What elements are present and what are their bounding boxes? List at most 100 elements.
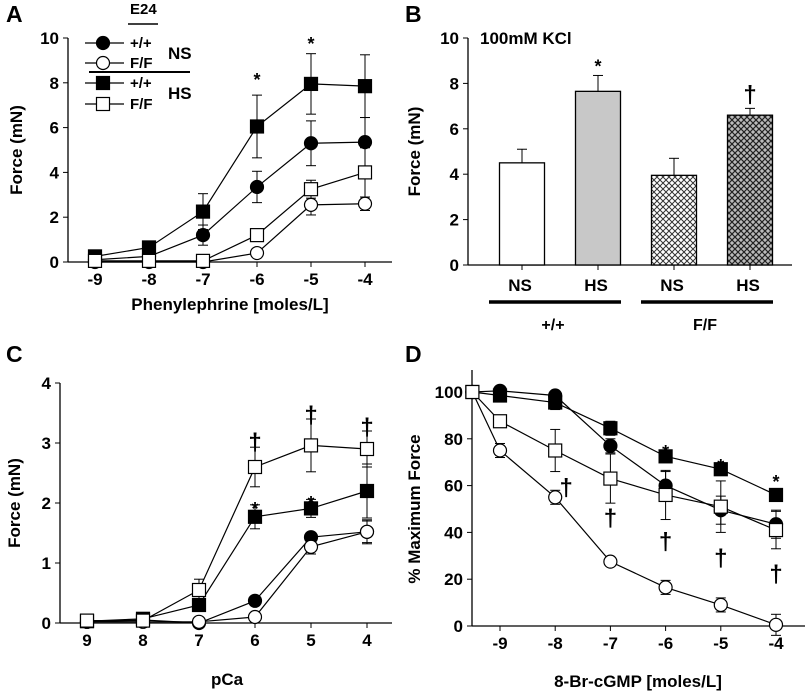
y-tick-label: 60: [444, 477, 463, 496]
asterisk-annotation: *: [717, 456, 724, 476]
bar: [726, 114, 774, 266]
x-tick-label: -6: [249, 270, 264, 289]
open-square-marker: [548, 443, 563, 458]
open-circle-marker: [249, 245, 265, 261]
x-tick-label: 8: [138, 631, 147, 650]
filled-square-marker: [357, 79, 373, 94]
filled-circle-marker: [249, 179, 265, 195]
open-circle-marker: [359, 524, 375, 539]
category-label: HS: [584, 276, 608, 295]
series-line: [86, 490, 368, 622]
x-tick-label: -9: [87, 270, 102, 289]
x-tick-label: -7: [195, 270, 210, 289]
asterisk-annotation: *: [307, 493, 314, 513]
x-tick-label: -8: [548, 634, 563, 653]
chart-title: 100mM KCl: [480, 29, 572, 48]
open-square-marker: [658, 487, 673, 503]
dagger-annotation: †: [714, 545, 727, 572]
filled-square-marker: [713, 462, 728, 477]
open-circle-marker: [492, 443, 508, 458]
x-tick-label: 4: [362, 631, 372, 650]
series-line: [471, 391, 777, 531]
dagger-annotation: †: [659, 528, 672, 555]
x-axis-label: pCa: [211, 670, 244, 689]
dagger-annotation: †: [560, 475, 573, 502]
series-f-f-hs: [79, 418, 375, 628]
open-circle-marker: [191, 614, 207, 629]
x-tick-label: -4: [768, 634, 784, 653]
bar: [498, 162, 546, 266]
x-tick-label: -4: [357, 270, 373, 289]
asterisk-annotation: *: [772, 472, 779, 492]
bar: [574, 90, 622, 266]
y-tick-label: 0: [42, 614, 51, 633]
open-square-marker: [141, 253, 157, 268]
x-tick-label: -8: [141, 270, 156, 289]
filled-square-marker: [247, 509, 263, 524]
y-tick-label: 4: [42, 374, 52, 393]
panel-letter: B: [405, 1, 422, 27]
x-tick-label: -6: [658, 634, 673, 653]
open-square-marker: [357, 165, 373, 180]
dagger-annotation: †: [360, 414, 373, 441]
x-tick-label: -9: [492, 634, 507, 653]
y-tick-label: 0: [454, 617, 463, 636]
panel-b: 0 2 4 6 8 10 Force (mN) B 100mM KCl NS HS NS HS +/+ F/…: [405, 1, 792, 334]
y-tick-label: 80: [444, 430, 463, 449]
series--ns: [79, 519, 375, 631]
filled-square-marker: [303, 501, 319, 516]
x-tick-label: -7: [603, 634, 618, 653]
y-tick-label: 3: [42, 434, 51, 453]
y-tick-label: 20: [444, 570, 463, 589]
series-line: [472, 391, 777, 496]
open-square-marker: [768, 522, 784, 538]
open-square-marker: [603, 471, 618, 486]
series--hs: [79, 463, 375, 629]
legend-label: F/F: [130, 55, 153, 72]
asterisk-annotation: *: [594, 57, 601, 77]
series-f-f-hs: [465, 384, 784, 550]
filled-circle-marker: [303, 136, 319, 151]
open-square-marker: [359, 441, 375, 457]
open-square-marker: [87, 253, 103, 268]
y-axis-label: Force (mN): [5, 458, 24, 548]
open-circle-marker: [548, 490, 563, 505]
filled-square-marker: [303, 76, 319, 92]
series-line: [87, 444, 368, 622]
x-tick-label: 5: [306, 631, 315, 650]
filled-square-marker: [359, 483, 375, 499]
dagger-annotation: †: [304, 402, 317, 429]
filled-square-marker: [658, 449, 673, 464]
legend-header: E24: [130, 1, 157, 18]
open-circle-marker: [713, 597, 728, 613]
y-axis-label: Force (mN): [7, 105, 26, 195]
series-line: [94, 141, 366, 261]
y-axis-label: % Maximum Force: [405, 434, 424, 583]
open-circle-marker: [95, 55, 111, 71]
y-tick-label: 1: [42, 554, 51, 573]
y-tick-label: 8: [450, 74, 459, 93]
asterisk-annotation: *: [662, 442, 669, 462]
y-tick-label: 4: [50, 163, 60, 182]
series--ns: [87, 117, 373, 267]
open-circle-marker: [658, 580, 673, 595]
legend: E24 +/+ F/F +/+ F/F NS HS: [85, 1, 192, 113]
open-circle-marker: [303, 539, 319, 554]
legend-group-label: NS: [168, 44, 192, 63]
group-label: F/F: [693, 317, 717, 334]
dagger-annotation: †: [743, 81, 756, 108]
bar: [650, 174, 698, 266]
open-square-marker: [465, 384, 480, 400]
series-line: [94, 83, 366, 257]
y-tick-label: 40: [444, 523, 463, 542]
panel-a: 0 2 4 6 8 10 Force (mN) A -9 -8 -7 -6 -5 -4 Phenylephr…: [6, 1, 392, 314]
panel-letter: D: [405, 341, 422, 367]
dagger-annotation: †: [248, 429, 261, 456]
open-square-marker: [79, 613, 95, 628]
filled-square-marker: [249, 119, 265, 134]
filled-square-marker: [195, 204, 211, 219]
y-tick-label: 8: [50, 74, 59, 93]
y-tick-label: 2: [450, 211, 459, 230]
filled-circle-marker: [247, 593, 263, 608]
